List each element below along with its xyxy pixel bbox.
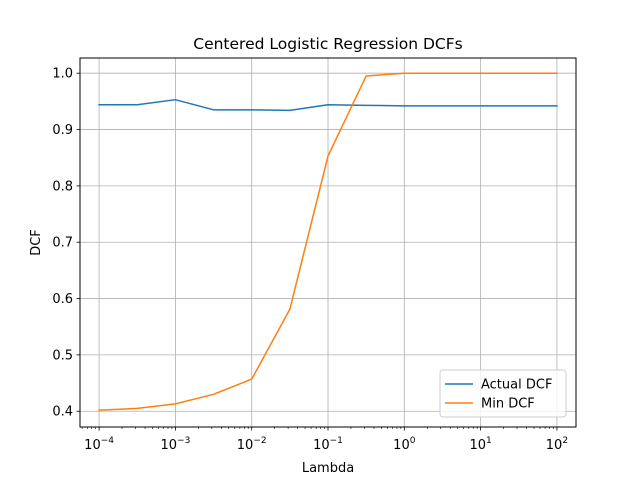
legend-label: Min DCF (481, 397, 535, 412)
y-tick-label: 0.8 (52, 179, 73, 194)
x-tick-label: 10−2 (237, 436, 267, 453)
legend-box (439, 369, 567, 418)
y-axis-label: DCF (29, 229, 44, 256)
legend-label: Actual DCF (481, 378, 552, 393)
y-tick-label: 0.4 (52, 405, 73, 420)
y-tick-label: 0.5 (52, 348, 73, 363)
x-axis-label: Lambda (302, 461, 354, 476)
x-tick-label: 101 (469, 436, 491, 453)
y-tick-label: 0.9 (52, 123, 73, 138)
x-tick-label: 10−3 (160, 436, 190, 453)
grid-lines (80, 58, 576, 427)
series-lines (98, 72, 558, 411)
x-axis-ticks: 10−4 10−3 10−2 10−1 100 101 102 (81, 427, 568, 453)
chart-title: Centered Logistic Regression DCFs (193, 35, 463, 53)
series-line-1 (98, 98, 558, 112)
y-axis-ticks: 0.4 0.5 0.6 0.7 0.8 0.9 1.0 (52, 67, 80, 420)
x-tick-label: 100 (393, 436, 416, 453)
y-tick-label: 1.0 (52, 67, 73, 82)
x-tick-label: 102 (546, 436, 568, 453)
series-line-2 (98, 72, 558, 411)
y-tick-label: 0.7 (52, 236, 73, 251)
y-tick-label: 0.6 (52, 292, 73, 307)
x-tick-label: 10−4 (84, 436, 114, 453)
x-tick-label: 10−1 (313, 436, 343, 453)
legend: Actual DCF Min DCF (439, 369, 567, 418)
